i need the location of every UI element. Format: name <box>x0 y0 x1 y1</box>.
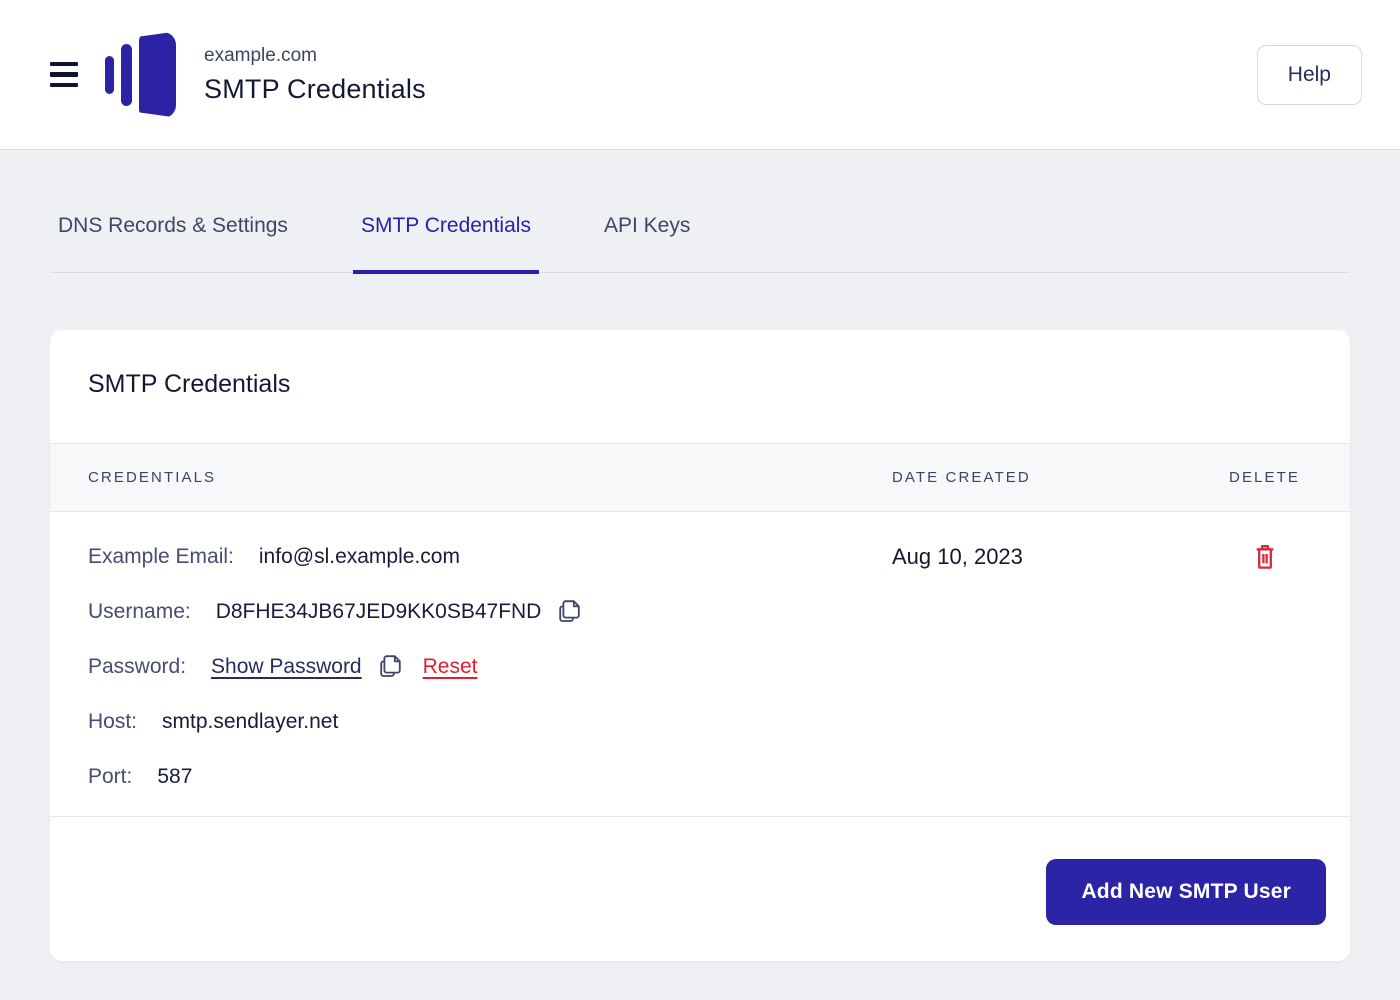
username-field: Username: D8FHE34JB67JED9KK0SB47FND <box>88 598 892 625</box>
tab-bar: DNS Records & Settings SMTP Credentials … <box>50 214 1350 274</box>
header-title-block: example.com SMTP Credentials <box>204 45 426 105</box>
smtp-credentials-card: SMTP Credentials CREDENTIALS DATE CREATE… <box>50 330 1350 961</box>
sendlayer-logo <box>105 31 176 118</box>
host-value: smtp.sendlayer.net <box>162 709 339 733</box>
reset-password-link[interactable]: Reset <box>422 654 478 678</box>
show-password-link[interactable]: Show Password <box>211 654 362 678</box>
password-field: Password: Show Password Reset <box>88 653 892 680</box>
credential-fields: Example Email: info@sl.example.com Usern… <box>88 543 892 790</box>
trash-icon <box>1253 543 1277 572</box>
port-label: Port: <box>88 764 133 788</box>
host-field: Host: smtp.sendlayer.net <box>88 708 892 735</box>
card-heading: SMTP Credentials <box>88 370 291 398</box>
copy-icon <box>379 654 402 679</box>
page-title: SMTP Credentials <box>204 73 426 104</box>
tab-smtp-credentials[interactable]: SMTP Credentials <box>352 214 539 274</box>
credential-table-row: Example Email: info@sl.example.com Usern… <box>50 512 1350 816</box>
domain-label: example.com <box>204 44 317 66</box>
copy-password-button[interactable] <box>379 654 402 679</box>
table-header-row: CREDENTIALS DATE CREATED DELETE <box>50 443 1350 512</box>
column-header-delete: DELETE <box>1229 469 1300 486</box>
add-new-smtp-user-button[interactable]: Add New SMTP User <box>1046 859 1326 925</box>
host-label: Host: <box>88 709 138 733</box>
password-label: Password: <box>88 654 187 678</box>
port-value: 587 <box>157 764 193 788</box>
example-email-value: info@sl.example.com <box>258 544 460 568</box>
username-label: Username: <box>88 599 191 623</box>
example-email-label: Example Email: <box>88 544 234 568</box>
column-header-date-created: DATE CREATED <box>892 469 1031 486</box>
port-field: Port: 587 <box>88 763 892 790</box>
copy-icon <box>558 599 581 624</box>
help-button[interactable]: Help <box>1256 44 1362 105</box>
username-value: D8FHE34JB67JED9KK0SB47FND <box>215 599 542 623</box>
date-created-value: Aug 10, 2023 <box>892 544 1023 569</box>
copy-username-button[interactable] <box>558 599 581 624</box>
tab-dns-records[interactable]: DNS Records & Settings <box>58 214 288 237</box>
app-header: example.com SMTP Credentials Help <box>0 0 1400 150</box>
column-header-credentials: CREDENTIALS <box>88 469 217 486</box>
delete-smtp-user-button[interactable] <box>1253 543 1277 572</box>
tab-api-keys[interactable]: API Keys <box>603 214 691 237</box>
example-email-field: Example Email: info@sl.example.com <box>88 543 892 570</box>
main-content: DNS Records & Settings SMTP Credentials … <box>0 214 1400 993</box>
delete-cell <box>1217 543 1312 577</box>
hamburger-menu-icon[interactable] <box>50 61 78 88</box>
card-footer: Add New SMTP User <box>50 816 1350 961</box>
